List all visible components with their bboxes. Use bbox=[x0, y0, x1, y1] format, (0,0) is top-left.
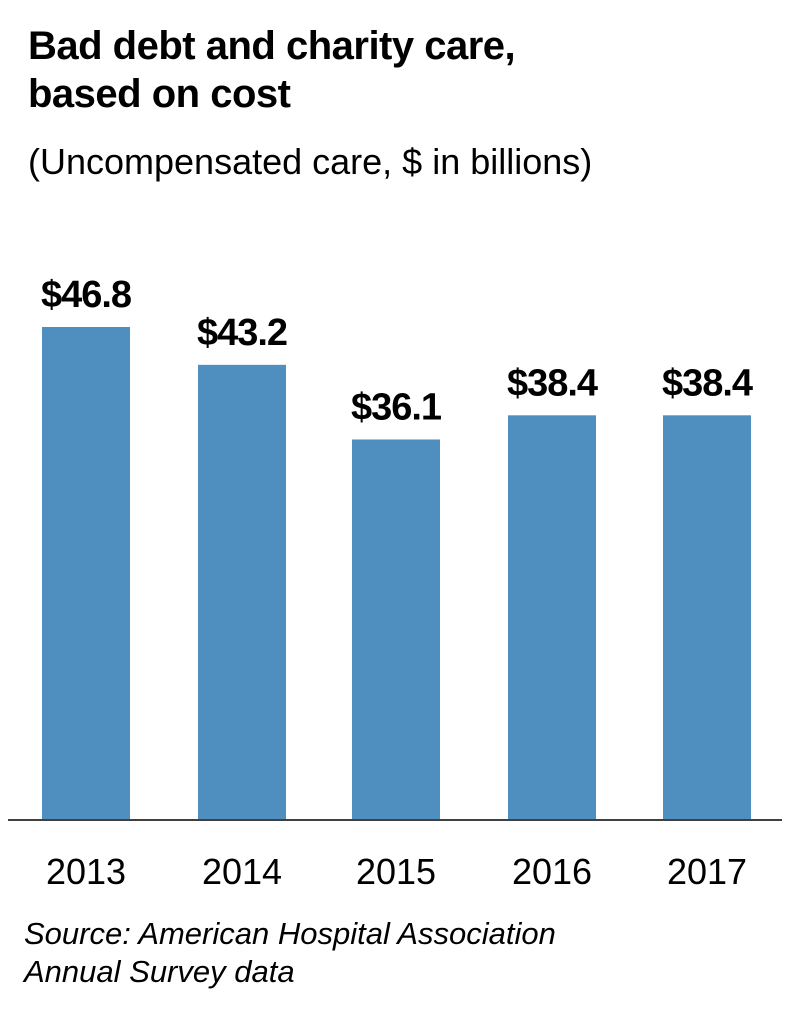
x-tick-label-2015: 2015 bbox=[356, 851, 436, 892]
data-label-2015: $36.1 bbox=[351, 386, 442, 428]
source-note: Source: American Hospital Association An… bbox=[24, 915, 556, 991]
bar-2017 bbox=[663, 415, 751, 819]
bar-2015 bbox=[352, 439, 440, 819]
data-label-2013: $46.8 bbox=[41, 274, 131, 316]
x-tick-label-2013: 2013 bbox=[46, 851, 126, 892]
bar-2013 bbox=[42, 327, 130, 819]
title-line-2: based on cost bbox=[28, 72, 291, 116]
data-label-2017: $38.4 bbox=[662, 362, 753, 404]
x-tick-label-2016: 2016 bbox=[512, 851, 592, 892]
chart-title: Bad debt and charity care, based on cost bbox=[28, 22, 516, 118]
title-line-1: Bad debt and charity care, bbox=[28, 24, 516, 68]
x-tick-label-2014: 2014 bbox=[202, 851, 282, 892]
x-tick-label-2017: 2017 bbox=[667, 851, 747, 892]
source-line-1: Source: American Hospital Association bbox=[24, 916, 556, 951]
source-line-2: Annual Survey data bbox=[24, 954, 295, 989]
data-label-2014: $43.2 bbox=[197, 312, 287, 354]
bar-2014 bbox=[198, 364, 286, 819]
chart-subtitle: (Uncompensated care, $ in billions) bbox=[28, 141, 593, 182]
data-label-2016: $38.4 bbox=[507, 362, 598, 404]
bar-2016 bbox=[508, 415, 596, 819]
